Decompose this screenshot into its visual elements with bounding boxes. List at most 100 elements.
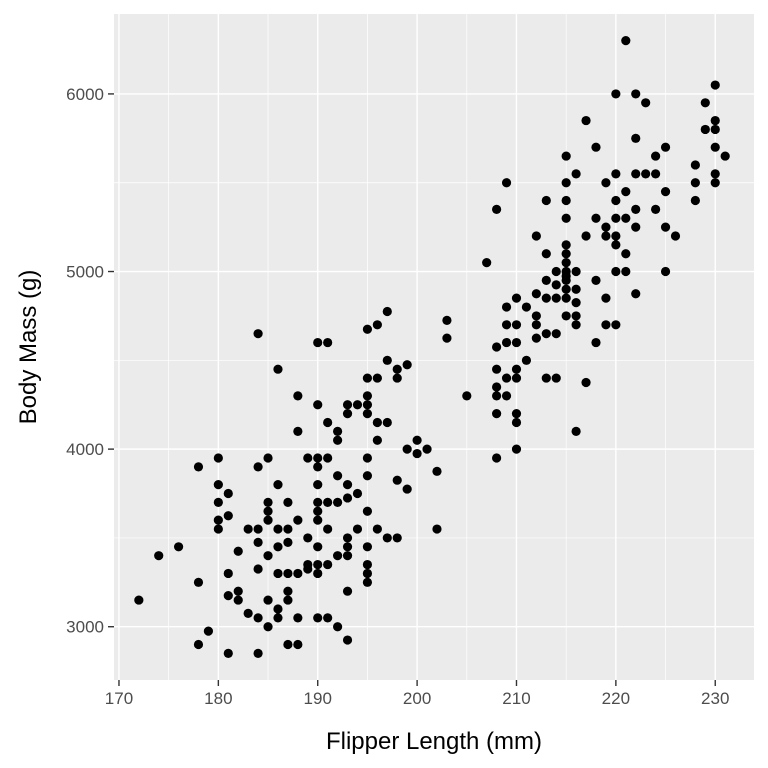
data-point bbox=[283, 586, 293, 596]
data-point bbox=[273, 480, 283, 490]
data-point bbox=[213, 480, 223, 490]
data-point bbox=[273, 524, 283, 534]
data-point bbox=[660, 142, 671, 152]
data-point bbox=[621, 36, 631, 46]
data-point bbox=[263, 497, 273, 507]
data-point bbox=[611, 240, 621, 250]
data-point bbox=[432, 466, 442, 476]
axis-ticks: 170 180 190 200 210 220 230 3000 4000 5000 6000 bbox=[66, 85, 729, 708]
data-point bbox=[601, 178, 611, 188]
data-point bbox=[392, 364, 402, 374]
data-point bbox=[283, 524, 293, 534]
data-point bbox=[720, 151, 730, 161]
data-point bbox=[352, 524, 363, 534]
data-point bbox=[531, 311, 541, 321]
data-point bbox=[342, 533, 353, 543]
data-point bbox=[313, 400, 323, 410]
data-point bbox=[531, 333, 541, 343]
data-point bbox=[342, 409, 353, 419]
x-axis-title: Flipper Length (mm) bbox=[326, 728, 542, 755]
data-point bbox=[223, 511, 233, 521]
data-point bbox=[193, 639, 204, 650]
data-point bbox=[273, 542, 283, 552]
data-point bbox=[313, 613, 323, 623]
data-point bbox=[382, 355, 392, 365]
data-point bbox=[233, 586, 243, 596]
data-point bbox=[362, 506, 373, 516]
data-point bbox=[323, 613, 333, 623]
data-point bbox=[591, 213, 601, 223]
data-point bbox=[551, 280, 561, 290]
data-point bbox=[283, 497, 293, 507]
data-point bbox=[432, 524, 442, 534]
data-point bbox=[213, 497, 223, 507]
data-point bbox=[571, 169, 581, 179]
data-point bbox=[631, 169, 641, 179]
data-point bbox=[571, 284, 581, 294]
data-point bbox=[621, 249, 631, 259]
data-point bbox=[313, 559, 323, 570]
data-point bbox=[223, 591, 233, 601]
data-point bbox=[561, 240, 571, 250]
data-point bbox=[253, 462, 263, 472]
data-point bbox=[611, 89, 621, 99]
y-axis-title: Body Mass (g) bbox=[15, 270, 42, 425]
data-point bbox=[501, 302, 512, 312]
data-point bbox=[561, 293, 571, 303]
data-point bbox=[492, 453, 502, 463]
data-points bbox=[134, 36, 730, 658]
data-point bbox=[492, 391, 502, 401]
data-point bbox=[611, 213, 621, 223]
data-point bbox=[601, 231, 611, 241]
data-point bbox=[362, 373, 373, 383]
data-point bbox=[641, 98, 651, 108]
data-point bbox=[293, 639, 303, 650]
data-point bbox=[313, 542, 323, 552]
data-point bbox=[293, 613, 303, 623]
data-point bbox=[511, 293, 522, 303]
data-point bbox=[333, 426, 343, 436]
data-point bbox=[154, 551, 164, 561]
data-point bbox=[362, 324, 373, 334]
data-point bbox=[342, 493, 353, 503]
data-point bbox=[611, 169, 621, 179]
data-point bbox=[273, 613, 283, 623]
data-point bbox=[362, 577, 373, 587]
data-point bbox=[253, 613, 263, 623]
data-point bbox=[561, 311, 571, 321]
data-point bbox=[631, 133, 641, 143]
data-point bbox=[193, 462, 204, 472]
data-point bbox=[571, 298, 581, 308]
data-point bbox=[571, 311, 581, 321]
data-point bbox=[541, 275, 551, 285]
data-point bbox=[362, 568, 373, 579]
data-point bbox=[293, 515, 303, 525]
data-point bbox=[581, 377, 591, 388]
data-point bbox=[611, 231, 621, 241]
data-point bbox=[631, 89, 641, 99]
data-point bbox=[382, 306, 392, 317]
data-point bbox=[561, 275, 571, 285]
data-point bbox=[492, 382, 502, 392]
data-point bbox=[253, 537, 263, 547]
data-point bbox=[362, 542, 373, 552]
data-point bbox=[511, 364, 522, 374]
data-point bbox=[402, 360, 412, 370]
data-point bbox=[283, 595, 293, 605]
data-point bbox=[313, 515, 323, 525]
data-point bbox=[362, 453, 373, 463]
data-point bbox=[263, 622, 273, 632]
data-point bbox=[531, 320, 541, 330]
data-point bbox=[323, 453, 333, 463]
data-point bbox=[462, 391, 472, 401]
data-point bbox=[323, 524, 333, 534]
data-point bbox=[521, 355, 532, 365]
x-tick-label: 190 bbox=[304, 689, 332, 708]
data-point bbox=[303, 533, 313, 543]
data-point bbox=[660, 266, 671, 277]
data-point bbox=[243, 608, 253, 619]
data-point bbox=[303, 453, 313, 463]
x-tick-label: 230 bbox=[701, 689, 729, 708]
data-point bbox=[651, 204, 661, 214]
data-point bbox=[561, 178, 571, 188]
